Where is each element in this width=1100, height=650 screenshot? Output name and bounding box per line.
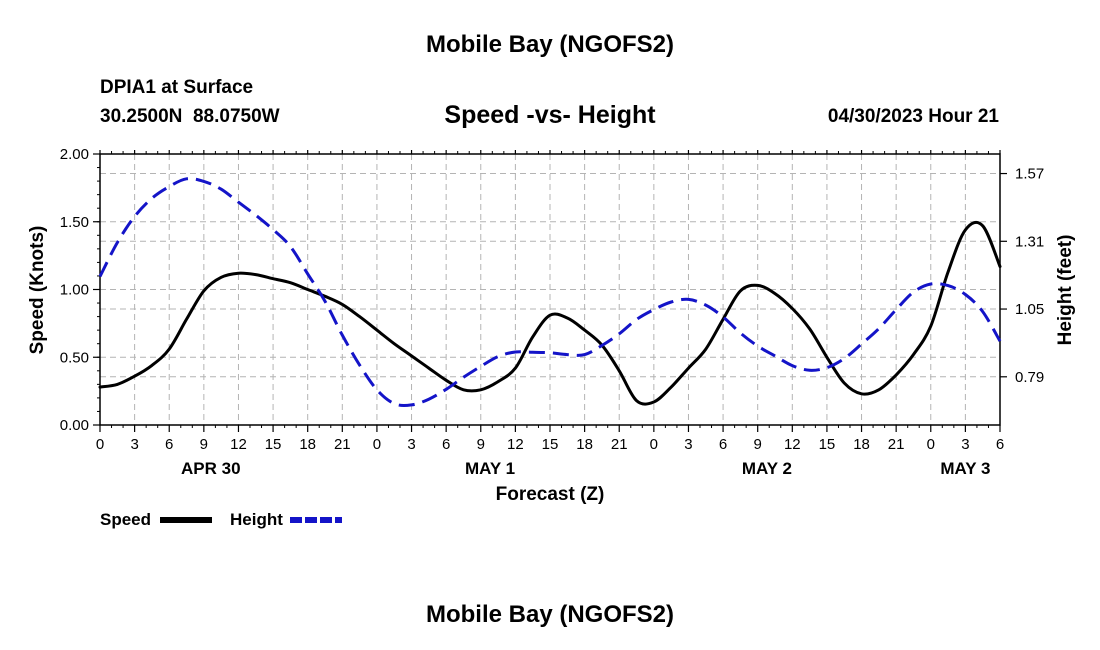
x-tick-label: 12 (507, 436, 524, 453)
series (98, 177, 1002, 408)
chart-title: Speed -vs- Height (444, 101, 656, 129)
x-tick-label: 9 (200, 436, 208, 453)
y2-tick-label: 1.31 (1015, 233, 1044, 250)
x-tick-label: 0 (96, 436, 104, 453)
x-tick-label: 21 (611, 436, 628, 453)
y2-axis-label: Height (feet) (1055, 235, 1076, 346)
x-date-label: MAY 3 (940, 459, 990, 478)
axis-ticks (93, 150, 1007, 432)
footer-title: Mobile Bay (NGOFS2) (425, 601, 675, 628)
y2-tick-label: 0.79 (1015, 369, 1044, 386)
x-tick-label: 0 (650, 436, 658, 453)
x-tick-label: 3 (130, 436, 138, 453)
x-tick-label: 0 (373, 436, 381, 453)
x-tick-label: 0 (927, 436, 935, 453)
x-tick-label: 6 (719, 436, 727, 453)
height-line (98, 177, 1002, 408)
legend: Speed Height (100, 510, 342, 529)
x-tick-label: 9 (477, 436, 485, 453)
page-title: Mobile Bay (NGOFS2) (425, 31, 675, 58)
y2-tick-label: 1.57 (1015, 166, 1044, 183)
axis-tick-labels: 0 3 6 9 12 15 18 21 0 3 6 9 12 15 18 21 0 3 6 9 12 15 18 21 0 3 6A… (60, 146, 1044, 478)
x-tick-label: 21 (888, 436, 905, 453)
x-tick-label: 18 (299, 436, 316, 453)
x-tick-label: 12 (230, 436, 247, 453)
x-tick-label: 15 (265, 436, 282, 453)
x-tick-label: 12 (784, 436, 801, 453)
grid (100, 154, 1000, 425)
x-tick-label: 9 (754, 436, 762, 453)
y-tick-label: 0.50 (60, 349, 89, 366)
legend-speed-label: Speed (100, 510, 151, 529)
y-tick-label: 0.00 (60, 417, 89, 434)
y-tick-label: 2.00 (60, 146, 89, 163)
y-tick-label: 1.00 (60, 282, 89, 299)
x-tick-label: 18 (853, 436, 870, 453)
y-axis-label: Speed (Knots) (27, 226, 48, 355)
x-date-label: MAY 1 (465, 459, 515, 478)
y-tick-label: 1.50 (60, 214, 89, 231)
x-tick-label: 18 (576, 436, 593, 453)
station-label: DPIA1 at Surface (100, 77, 254, 98)
x-tick-label: 3 (961, 436, 969, 453)
speed-line (98, 220, 1002, 406)
x-axis-label: Forecast (Z) (496, 484, 605, 505)
x-date-label: MAY 2 (742, 459, 792, 478)
x-tick-label: 21 (334, 436, 351, 453)
x-tick-label: 15 (542, 436, 559, 453)
x-tick-label: 15 (819, 436, 836, 453)
legend-height-label: Height (230, 510, 283, 529)
x-tick-label: 3 (684, 436, 692, 453)
x-tick-label: 6 (996, 436, 1004, 453)
x-tick-label: 3 (407, 436, 415, 453)
x-tick-label: 6 (442, 436, 450, 453)
timestamp-label: 04/30/2023 Hour 21 (827, 106, 999, 127)
coordinates-label: 30.2500N 88.0750W (100, 106, 280, 127)
y2-tick-label: 1.05 (1015, 301, 1044, 318)
x-tick-label: 6 (165, 436, 173, 453)
x-date-label: APR 30 (181, 459, 241, 478)
